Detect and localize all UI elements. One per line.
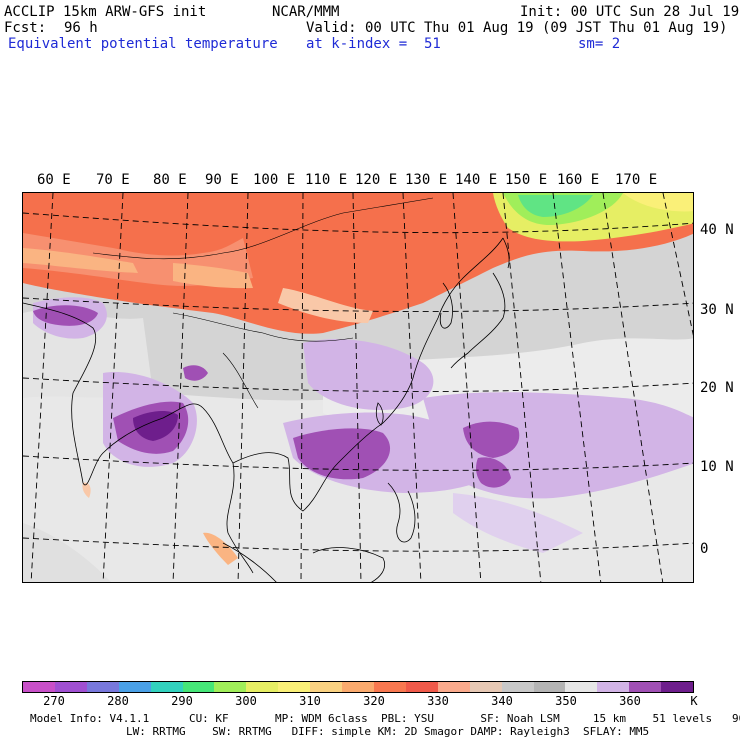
colorbar-tick-360: 360 [619, 694, 641, 708]
colorbar-segment [597, 682, 630, 692]
lon-label-150e: 150 E [505, 172, 548, 188]
valid-time: Valid: 00 UTC Thu 01 Aug 19 (09 JST Thu … [306, 20, 728, 36]
model-title: ACCLIP 15km ARW-GFS init [4, 4, 207, 20]
colorbar-segment [54, 682, 87, 692]
colorbar-segment [310, 682, 343, 692]
lat-label-equator: 0 [700, 541, 709, 557]
forecast-hours: 96 h [64, 20, 98, 36]
colorbar-segment [661, 682, 694, 692]
lon-label-100e: 100 E [253, 172, 296, 188]
colorbar-tick-300: 300 [235, 694, 257, 708]
lon-label-170e: 170 E [615, 172, 658, 188]
colorbar-segment [23, 682, 55, 692]
colorbar-segment [86, 682, 119, 692]
colorbar-tick-350: 350 [555, 694, 577, 708]
colorbar-segment [405, 682, 438, 692]
colorbar-tick-310: 310 [299, 694, 321, 708]
footer-model-info: Model Info: V4.1.1 CU: KF MP: WDM 6class… [30, 712, 740, 725]
colorbar-segment [246, 682, 279, 692]
lon-label-160e: 160 E [557, 172, 600, 188]
colorbar-tick-280: 280 [107, 694, 129, 708]
colorbar-segment [629, 682, 662, 692]
footer-physics-info: LW: RRTMG SW: RRTMG DIFF: simple KM: 2D … [126, 725, 650, 738]
colorbar-tick-330: 330 [427, 694, 449, 708]
forecast-label: Fcst: [4, 20, 47, 36]
colorbar-segment [565, 682, 598, 692]
theta-e-map [22, 192, 694, 583]
lat-label-20n: 20 N [700, 380, 734, 396]
field-name: Equivalent potential temperature [8, 36, 278, 52]
lon-label-120e: 120 E [355, 172, 398, 188]
lon-label-90e: 90 E [205, 172, 239, 188]
colorbar-segment [278, 682, 311, 692]
colorbar-segment [342, 682, 374, 692]
colorbar-segment [469, 682, 502, 692]
lon-label-70e: 70 E [96, 172, 130, 188]
organization-label: NCAR/MMM [272, 4, 340, 20]
level-info: at k-index = 51 [306, 36, 441, 52]
colorbar-unit: K [690, 694, 698, 708]
colorbar-segment [150, 682, 183, 692]
colorbar-segment [501, 682, 534, 692]
colorbar-tick-340: 340 [491, 694, 513, 708]
colorbar-tick-320: 320 [363, 694, 385, 708]
lon-label-130e: 130 E [405, 172, 448, 188]
colorbar-segment [533, 682, 566, 692]
lon-label-140e: 140 E [455, 172, 498, 188]
colorbar [22, 681, 694, 693]
map-plot [23, 193, 693, 582]
lon-label-110e: 110 E [305, 172, 348, 188]
lon-label-80e: 80 E [153, 172, 187, 188]
lat-label-40n: 40 N [700, 222, 734, 238]
colorbar-segment [437, 682, 470, 692]
init-time: Init: 00 UTC Sun 28 Jul 19 [520, 4, 740, 20]
colorbar-segment [373, 682, 406, 692]
colorbar-tick-290: 290 [171, 694, 193, 708]
colorbar-tick-270: 270 [43, 694, 65, 708]
lat-label-10n: 10 N [700, 459, 734, 475]
colorbar-segment [214, 682, 247, 692]
smoothing-info: sm= 2 [578, 36, 621, 52]
colorbar-segment [118, 682, 151, 692]
lat-label-30n: 30 N [700, 302, 734, 318]
colorbar-segment [182, 682, 215, 692]
lon-label-60e: 60 E [37, 172, 71, 188]
